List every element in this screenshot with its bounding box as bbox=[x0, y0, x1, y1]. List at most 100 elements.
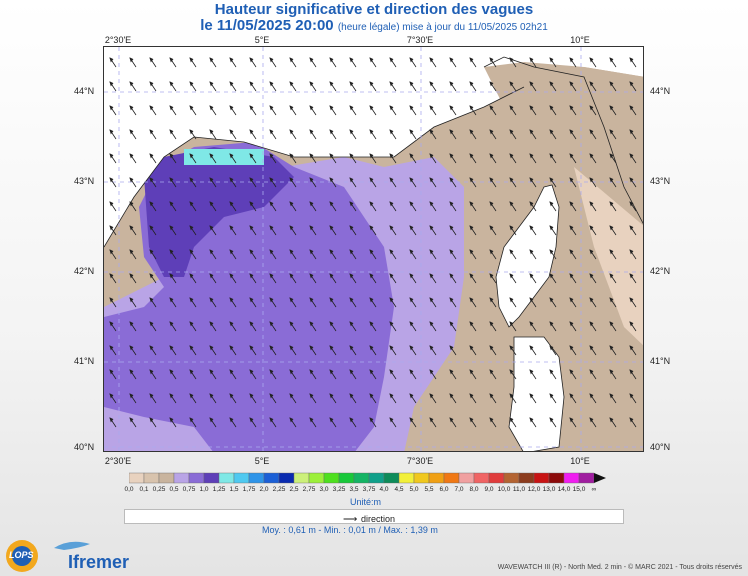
direction-arrow-head bbox=[429, 225, 434, 231]
direction-arrow-head bbox=[289, 417, 294, 423]
direction-arrow-head bbox=[189, 417, 194, 423]
direction-arrow-head bbox=[209, 105, 214, 111]
direction-arrow-head bbox=[529, 321, 534, 327]
direction-arrow-head bbox=[129, 105, 134, 111]
direction-arrow-head bbox=[369, 129, 374, 135]
direction-arrow-head bbox=[249, 297, 254, 303]
direction-arrow-head bbox=[369, 225, 374, 231]
direction-arrow-head bbox=[209, 129, 214, 135]
direction-arrow-head bbox=[629, 369, 634, 375]
direction-arrow-head bbox=[309, 417, 314, 423]
direction-arrow-head bbox=[249, 345, 254, 351]
direction-arrow-head bbox=[349, 81, 354, 87]
direction-arrow-head bbox=[429, 57, 434, 63]
direction-arrow-head bbox=[509, 369, 514, 375]
direction-arrow-head bbox=[149, 225, 154, 231]
direction-arrow-head bbox=[349, 345, 354, 351]
direction-arrow-head bbox=[409, 393, 414, 399]
direction-arrow-head bbox=[349, 225, 354, 231]
direction-arrow-head bbox=[469, 321, 474, 327]
france-coast bbox=[104, 86, 525, 248]
direction-arrow-head bbox=[609, 369, 614, 375]
direction-arrow-head bbox=[429, 393, 434, 399]
map-subtitle: le 11/05/2025 20:00 (heure légale) mise … bbox=[0, 17, 748, 34]
direction-arrow-head bbox=[209, 81, 214, 87]
scale-label: 1,25 bbox=[212, 486, 226, 493]
direction-arrow-head bbox=[329, 201, 334, 207]
land-northeast bbox=[484, 62, 643, 226]
map-title: Hauteur significative et direction des v… bbox=[214, 1, 534, 18]
direction-arrow-head bbox=[229, 417, 234, 423]
direction-arrow-head bbox=[489, 153, 494, 159]
direction-arrow-head bbox=[509, 201, 514, 207]
direction-arrow-head bbox=[469, 201, 474, 207]
direction-arrow-head bbox=[509, 321, 514, 327]
direction-arrow-head bbox=[229, 201, 234, 207]
direction-arrow-head bbox=[109, 369, 114, 375]
direction-arrow-head bbox=[429, 201, 434, 207]
direction-arrow-head bbox=[109, 81, 114, 87]
direction-arrow-head bbox=[129, 177, 134, 183]
scale-cell bbox=[293, 472, 310, 484]
wave-height-map[interactable] bbox=[103, 46, 644, 452]
direction-arrow-head bbox=[149, 249, 154, 255]
direction-arrow-head bbox=[489, 417, 494, 423]
direction-arrow-head bbox=[109, 321, 114, 327]
direction-arrow-head bbox=[569, 249, 574, 255]
scale-label: 8,0 bbox=[469, 486, 479, 493]
direction-arrow-head bbox=[289, 249, 294, 255]
direction-arrow-head bbox=[589, 201, 594, 207]
direction-arrow-head bbox=[569, 129, 574, 135]
direction-arrow-head bbox=[289, 369, 294, 375]
scale-cell bbox=[353, 472, 370, 484]
direction-arrow-head bbox=[549, 297, 554, 303]
direction-arrow-head bbox=[249, 57, 254, 63]
direction-arrow-head bbox=[609, 177, 614, 183]
direction-arrow-head bbox=[609, 345, 614, 351]
direction-arrow-head bbox=[489, 129, 494, 135]
direction-arrow-head bbox=[129, 393, 134, 399]
direction-arrow-head bbox=[409, 81, 414, 87]
direction-arrow-head bbox=[569, 177, 574, 183]
direction-arrow-head bbox=[429, 321, 434, 327]
direction-arrow-head bbox=[509, 345, 514, 351]
direction-arrow-head bbox=[469, 225, 474, 231]
direction-arrow-head bbox=[169, 129, 174, 135]
direction-arrow-head bbox=[449, 297, 454, 303]
direction-arrow-head bbox=[309, 273, 314, 279]
direction-arrow-head bbox=[209, 249, 214, 255]
direction-arrow-head bbox=[289, 177, 294, 183]
scale-cell bbox=[248, 472, 265, 484]
scale-cell bbox=[338, 472, 355, 484]
lon-tick-top-1: 2°30'E bbox=[104, 35, 132, 45]
direction-arrow-head bbox=[409, 105, 414, 111]
direction-arrow-head bbox=[189, 249, 194, 255]
scale-cell bbox=[129, 472, 145, 484]
scale-label: 3,75 bbox=[362, 486, 376, 493]
direction-arrow-head bbox=[209, 177, 214, 183]
direction-arrow-head bbox=[129, 249, 134, 255]
statistics: Moy. : 0,61 m - Min. : 0,01 m / Max. : 1… bbox=[262, 525, 438, 535]
direction-arrow-head bbox=[369, 345, 374, 351]
scale-label: 4,0 bbox=[379, 486, 389, 493]
direction-arrow-head bbox=[529, 249, 534, 255]
direction-arrow-head bbox=[169, 249, 174, 255]
direction-arrow-head bbox=[249, 249, 254, 255]
direction-arrow-head bbox=[489, 393, 494, 399]
direction-arrow-head bbox=[289, 321, 294, 327]
scale-label: 0,25 bbox=[152, 486, 166, 493]
lon-tick-bottom-1: 2°30'E bbox=[104, 456, 132, 466]
direction-arrow-head bbox=[309, 393, 314, 399]
scale-cell bbox=[278, 472, 295, 484]
direction-arrow-head bbox=[409, 129, 414, 135]
direction-arrow-head bbox=[429, 177, 434, 183]
direction-arrow-head bbox=[229, 81, 234, 87]
lat-tick-right-2: 43°N bbox=[650, 176, 671, 186]
direction-arrow-head bbox=[529, 201, 534, 207]
direction-arrow-head bbox=[529, 393, 534, 399]
direction-arrow-head bbox=[229, 105, 234, 111]
direction-arrow-head bbox=[629, 225, 634, 231]
direction-arrow-head bbox=[549, 249, 554, 255]
lops-logo-icon bbox=[6, 540, 38, 572]
direction-arrow-head bbox=[109, 201, 114, 207]
